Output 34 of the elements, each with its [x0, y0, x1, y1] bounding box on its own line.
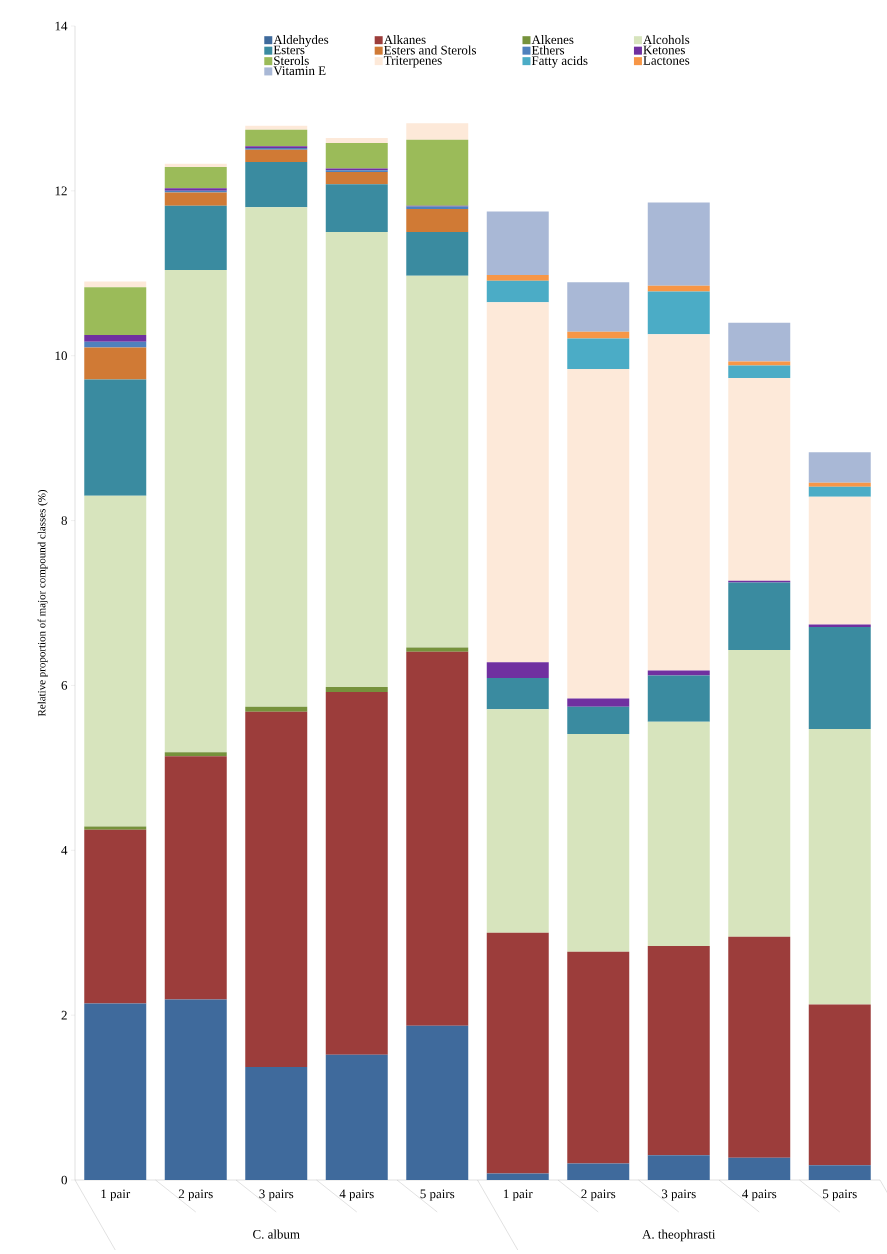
- y-tick-label: 10: [55, 351, 67, 361]
- y-axis-title: Relative proportion of major compound classes (%): [37, 489, 48, 717]
- x-tick-label: 3 pairs: [259, 1189, 294, 1201]
- x-tick-label: 3 pairs: [661, 1189, 696, 1201]
- legend-label: Esters: [273, 45, 305, 55]
- x-tick-label: 4 pairs: [742, 1189, 777, 1201]
- legend-label: Fatty acids: [531, 55, 588, 68]
- y-tick-label: 8: [61, 516, 67, 525]
- legend-label: Alkenes: [531, 34, 574, 45]
- legend-label: Alcohols: [643, 34, 690, 45]
- y-tick-label: 6: [61, 681, 68, 690]
- y-tick-label: 14: [55, 21, 68, 31]
- y-tick-label: 12: [55, 186, 67, 196]
- legend-label: Vitamin E: [273, 66, 326, 76]
- x-tick-label: 5 pairs: [823, 1189, 857, 1201]
- legend-label: Esters and Sterols: [384, 45, 477, 55]
- legend-label: Ethers: [531, 45, 565, 55]
- x-tick-label: 2 pairs: [581, 1189, 616, 1201]
- x-tick-label: 1 pair: [503, 1189, 533, 1201]
- legend-label: Lactones: [643, 56, 690, 65]
- x-tick-label: 5 pairs: [420, 1189, 455, 1201]
- legend-label: Alkanes: [383, 34, 426, 45]
- legend-label: Ketones: [643, 45, 685, 55]
- legend-label: Triterpenes: [383, 56, 442, 68]
- x-tick-label: 1 pair: [101, 1189, 131, 1201]
- text: C. album: [253, 1229, 300, 1239]
- y-tick-label: 2: [61, 1010, 67, 1020]
- legend-label: Sterols: [274, 55, 309, 66]
- y-tick-label: 0: [61, 1175, 67, 1185]
- x-tick-label: 4 pairs: [339, 1189, 374, 1201]
- legend-label: Aldehydes: [273, 34, 329, 47]
- x-tick-label: 2 pairs: [178, 1189, 213, 1201]
- y-tick-label: 4: [61, 846, 68, 855]
- text: A. theophrasti: [642, 1229, 716, 1242]
